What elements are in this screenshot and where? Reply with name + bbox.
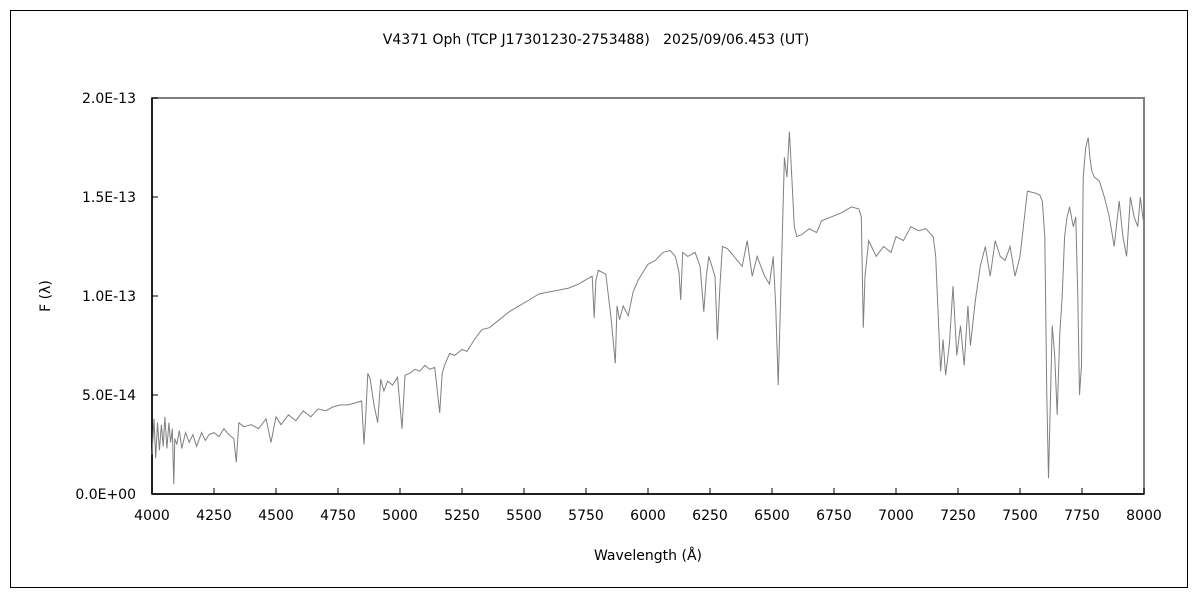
plot-area [151,97,1145,495]
x-tick-label: 8000 [1126,508,1162,524]
x-tick-label: 5000 [382,508,418,524]
y-tick-label: 1.0E-13 [82,289,136,305]
chart-frame [10,10,1188,588]
x-tick-label: 6000 [630,508,666,524]
y-tick-label: 5.0E-14 [82,388,136,404]
y-tick-label: 2.0E-13 [82,91,136,107]
y-tick-label: 0.0E+00 [75,487,136,503]
x-tick-label: 4750 [320,508,356,524]
spectrum-line [151,131,1145,485]
x-axis-label: Wavelength (Å) [594,547,702,564]
x-tick-label: 7750 [1064,508,1100,524]
x-tick-label: 7000 [878,508,914,524]
x-tick-label: 5750 [568,508,604,524]
x-tick-label: 5250 [444,508,480,524]
x-tick-label: 4000 [134,508,170,524]
x-tick-label: 7500 [1002,508,1038,524]
y-axis-label: F (λ) [38,280,54,312]
y-tick-label: 1.5E-13 [82,190,136,206]
x-tick-label: 6500 [754,508,790,524]
chart-title: V4371 Oph (TCP J17301230-2753488) 2025/0… [383,32,809,48]
x-tick-label: 6750 [816,508,852,524]
x-tick-label: 7250 [940,508,976,524]
x-tick-label: 4500 [258,508,294,524]
x-tick-label: 5500 [506,508,542,524]
x-tick-label: 4250 [196,508,232,524]
x-tick-label: 6250 [692,508,728,524]
